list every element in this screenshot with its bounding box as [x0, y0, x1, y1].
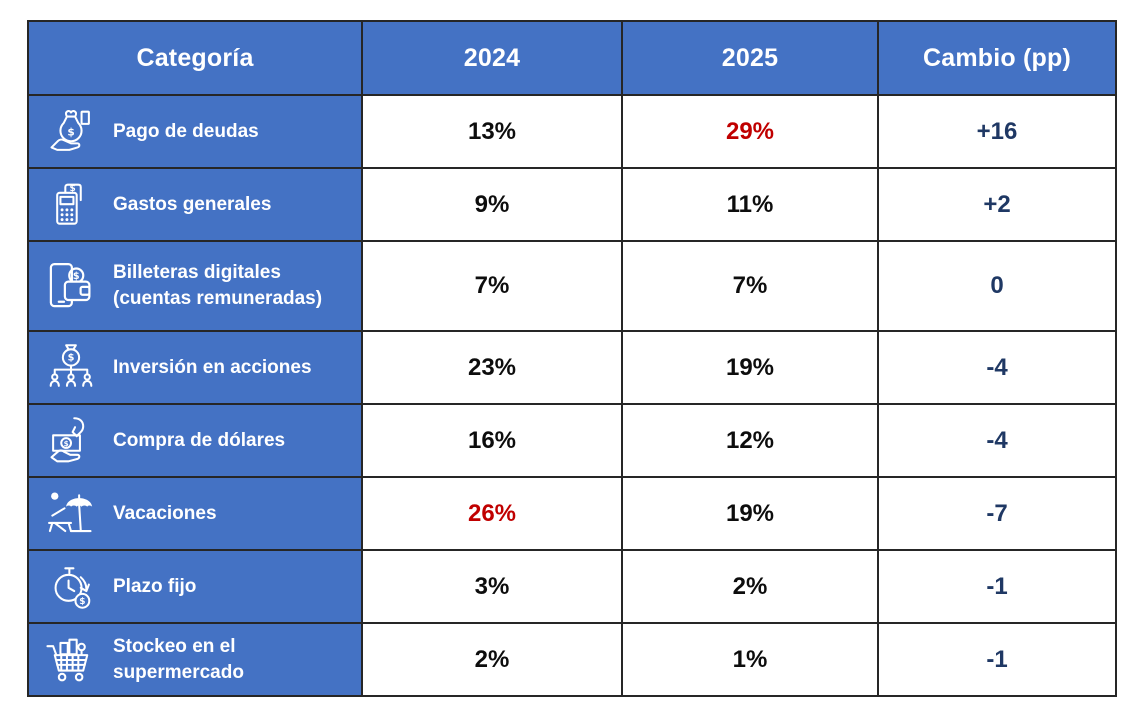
value-2024-cell: 9% — [363, 169, 621, 240]
change-cell: -1 — [879, 551, 1115, 622]
category-cell: $ Gastos generales — [29, 169, 361, 240]
value-2024-cell: 26% — [363, 478, 621, 549]
value-2024-cell: 13% — [363, 96, 621, 167]
category-label: Plazo fijo — [113, 575, 197, 597]
value-2024-cell: 2% — [363, 624, 621, 695]
value-2025-cell: 29% — [623, 96, 877, 167]
category-cell: $ Plazo fijo — [29, 551, 361, 622]
header-categoria: Categoría — [29, 22, 361, 94]
change-cell: +2 — [879, 169, 1115, 240]
change-cell: 0 — [879, 242, 1115, 330]
category-label: Pago de deudas — [113, 120, 259, 142]
change-cell: -4 — [879, 405, 1115, 476]
category-label: Vacaciones — [113, 502, 217, 524]
category-label: Gastos generales — [113, 193, 272, 215]
category-label: Stockeo en el supermercado — [113, 635, 244, 683]
payment-terminal-icon: $ — [29, 179, 113, 231]
change-cell: -7 — [879, 478, 1115, 549]
svg-text:$: $ — [67, 126, 74, 138]
svg-text:$: $ — [68, 352, 75, 363]
value-2025-cell: 19% — [623, 478, 877, 549]
category-label: Inversión en acciones — [113, 356, 312, 378]
category-cell: Vacaciones — [29, 478, 361, 549]
header-2024: 2024 — [363, 22, 621, 94]
investment-network-icon: $ — [29, 342, 113, 394]
value-2025-cell: 7% — [623, 242, 877, 330]
change-cell: +16 — [879, 96, 1115, 167]
phone-wallet-icon: $ — [29, 258, 113, 314]
comparison-table: Categoría 2024 2025 Cambio (pp) $ Pago d… — [27, 20, 1117, 697]
shopping-cart-icon — [29, 634, 113, 686]
beach-vacation-icon — [29, 488, 113, 540]
header-cambio-pp: Cambio (pp) — [879, 22, 1115, 94]
value-2024-cell: 23% — [363, 332, 621, 403]
value-2025-cell: 2% — [623, 551, 877, 622]
value-2025-cell: 1% — [623, 624, 877, 695]
category-label: Billeteras digitales (cuentas remuneradas… — [113, 262, 323, 309]
value-2025-cell: 11% — [623, 169, 877, 240]
category-cell: $ Billeteras digitales (cuentas remunerad… — [29, 242, 361, 330]
svg-text:$: $ — [64, 438, 69, 447]
svg-text:$: $ — [79, 597, 85, 607]
header-2025: 2025 — [623, 22, 877, 94]
category-cell: $ Pago de deudas — [29, 96, 361, 167]
svg-text:$: $ — [73, 271, 80, 282]
category-cell: $ Compra de dólares — [29, 405, 361, 476]
category-cell: Stockeo en el supermercado — [29, 624, 361, 695]
value-2024-cell: 7% — [363, 242, 621, 330]
cash-hand-icon: $ — [29, 415, 113, 467]
stopwatch-money-icon: $ — [29, 561, 113, 613]
value-2024-cell: 16% — [363, 405, 621, 476]
change-cell: -4 — [879, 332, 1115, 403]
value-2025-cell: 19% — [623, 332, 877, 403]
money-bag-hand-icon: $ — [29, 106, 113, 158]
svg-text:$: $ — [70, 184, 76, 194]
value-2025-cell: 12% — [623, 405, 877, 476]
category-label: Compra de dólares — [113, 429, 286, 451]
category-cell: $ Inversión en acciones — [29, 332, 361, 403]
value-2024-cell: 3% — [363, 551, 621, 622]
change-cell: -1 — [879, 624, 1115, 695]
